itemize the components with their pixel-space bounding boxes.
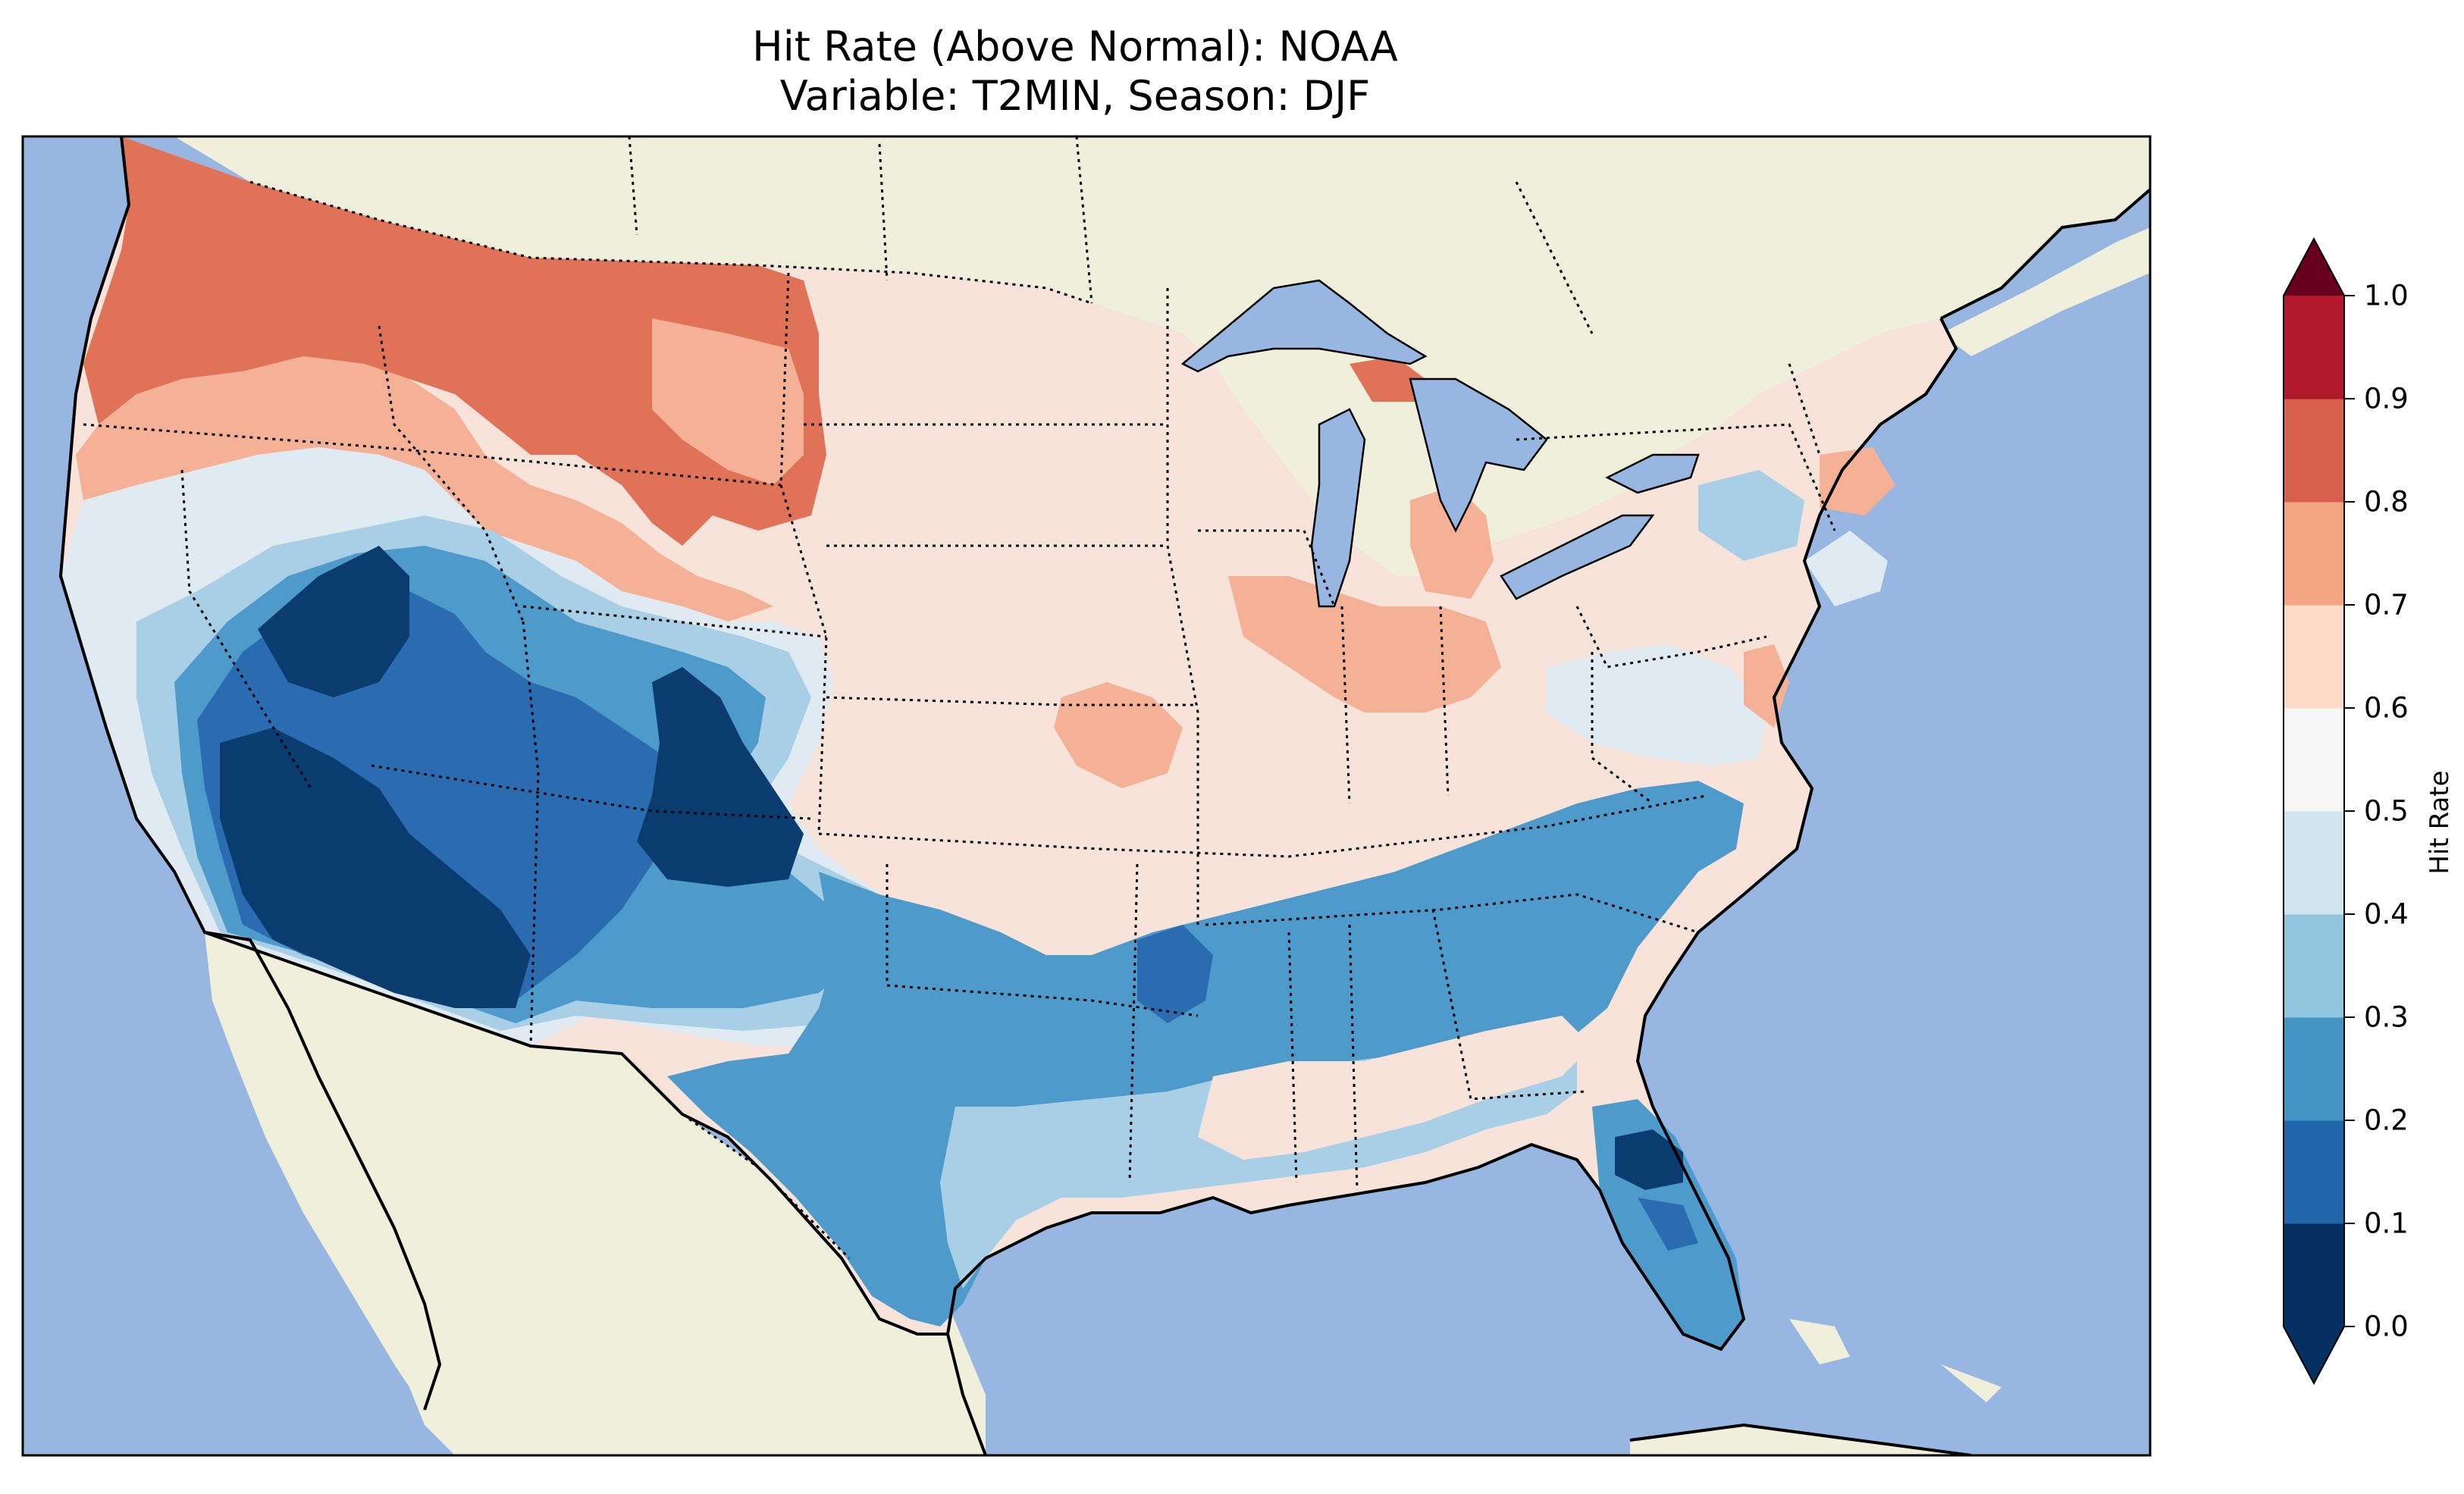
- cuba-land: [1630, 1425, 1971, 1455]
- map-area: [23, 136, 2150, 1455]
- lake-huron: [1409, 377, 1548, 533]
- data-region-white-midatlantic: [1547, 644, 1766, 766]
- colorbar-tick-label: 0.6: [2364, 691, 2409, 725]
- data-region-orange-northwest: [76, 356, 773, 622]
- border-state: [1439, 606, 1450, 797]
- lake-ontario: [1605, 453, 1700, 494]
- border-state: [83, 423, 782, 487]
- colorbar-bin: [2284, 708, 2344, 812]
- border-state: [1205, 893, 1699, 934]
- border-state: [1348, 924, 1359, 1191]
- colorbar-bin: [2284, 502, 2344, 606]
- colorbar-bin: [2284, 914, 2344, 1018]
- island-land: [1941, 1364, 2002, 1402]
- border-state: [1075, 136, 1093, 304]
- colorbar-tick-label: 0.5: [2364, 794, 2409, 828]
- state-borders: [83, 136, 1836, 1260]
- colorbar-tick-label: 0.1: [2364, 1207, 2409, 1240]
- nova-scotia-land: [1941, 227, 2150, 356]
- chart-title-line-1: Hit Rate (Above Normal): NOAA: [752, 23, 1398, 70]
- great-lakes: [1180, 279, 1700, 608]
- data-region-navy-florida: [1615, 1129, 1683, 1190]
- coastline: [58, 136, 1958, 1351]
- lake-superior: [1180, 279, 1428, 373]
- colorbar-tick-label: 1.0: [2364, 279, 2409, 312]
- data-region-orange-midwest: [1228, 576, 1501, 713]
- border-state: [1515, 181, 1594, 334]
- data-region-darkblue-arkansas: [1137, 925, 1213, 1023]
- data-region-lightred-southeast: [1198, 1016, 1592, 1160]
- colorbar-bin: [2284, 605, 2344, 709]
- border-state: [826, 696, 1198, 706]
- colorbar-bin: [2284, 811, 2344, 915]
- colorbar-label: Hit Rate: [2425, 770, 2455, 875]
- coastline-gulf-mexico: [946, 1333, 987, 1455]
- border-state: [1575, 606, 1767, 669]
- colorbar-tick-label: 0.8: [2364, 485, 2409, 518]
- border-state: [522, 605, 827, 638]
- colorbar-tick-label: 0.3: [2364, 1001, 2409, 1034]
- data-region-lightblue-northeast: [1698, 470, 1804, 561]
- border-state: [1591, 652, 1654, 805]
- island-land: [1789, 1319, 1850, 1364]
- border-state: [1128, 863, 1139, 1183]
- baja-land: [205, 932, 440, 1410]
- lake-michigan: [1310, 408, 1366, 608]
- data-region-navy-greatbasin: [258, 546, 409, 697]
- border-canada-us: [249, 180, 1092, 305]
- chart-title-line-2: Variable: T2MIN, Season: DJF: [779, 72, 1371, 120]
- data-region-orange-kansas: [1054, 682, 1183, 788]
- border-state: [886, 864, 1199, 1017]
- data-region-red-northwest: [83, 136, 826, 546]
- data-region-midblue-texas: [667, 781, 1744, 1326]
- colorbar-tick-label: 0.7: [2364, 588, 2409, 622]
- colorbar: [2283, 236, 2355, 1386]
- map-frame: [21, 135, 2152, 1457]
- border-state: [378, 325, 525, 622]
- data-region-red-michigan-up: [1350, 356, 1425, 402]
- data-region-navy-colorado: [637, 667, 804, 887]
- border-state: [1516, 423, 1836, 531]
- colorbar-extend-min: [2284, 1326, 2344, 1383]
- border-state: [1340, 606, 1351, 804]
- data-region-orange-newengland: [1820, 447, 1895, 515]
- colorbar-extend-max: [2284, 239, 2344, 296]
- colorbar-bin: [2284, 399, 2344, 503]
- colorbar-bin: [2284, 296, 2344, 399]
- colorbar-bin: [2284, 1120, 2344, 1224]
- colorbar-bin: [2284, 1223, 2344, 1327]
- data-region-orange-montana: [652, 318, 804, 485]
- border-state: [180, 469, 312, 789]
- coastline-baja: [204, 931, 442, 1411]
- colorbar-tick-label: 0.4: [2364, 897, 2409, 931]
- data-region-orange-virginia: [1744, 644, 1789, 728]
- border-state: [1166, 288, 1199, 925]
- data-region-white-northeast: [1804, 531, 1888, 606]
- data-region-navy-southwest: [220, 728, 531, 1008]
- colorbar-tick-label: 0.2: [2364, 1104, 2409, 1137]
- coastline-canada-east: [1940, 188, 2150, 320]
- border-state: [1788, 363, 1821, 456]
- border-state: [818, 794, 1707, 858]
- border-state: [878, 143, 889, 281]
- border-state: [779, 272, 828, 835]
- data-region-darkblue-florida: [1638, 1198, 1698, 1251]
- border-mexico-us: [204, 931, 851, 1260]
- coastline-cuba: [1629, 1423, 1972, 1455]
- border-state: [522, 621, 540, 1047]
- colorbar-tick-label: 0.0: [2364, 1310, 2409, 1343]
- border-state: [628, 136, 638, 236]
- border-state: [1198, 529, 1336, 607]
- colorbar-tick-label: 0.9: [2364, 382, 2409, 415]
- colorbar-bin: [2284, 1017, 2344, 1121]
- lake-erie: [1500, 514, 1655, 600]
- data-region-orange-michigan: [1410, 485, 1494, 599]
